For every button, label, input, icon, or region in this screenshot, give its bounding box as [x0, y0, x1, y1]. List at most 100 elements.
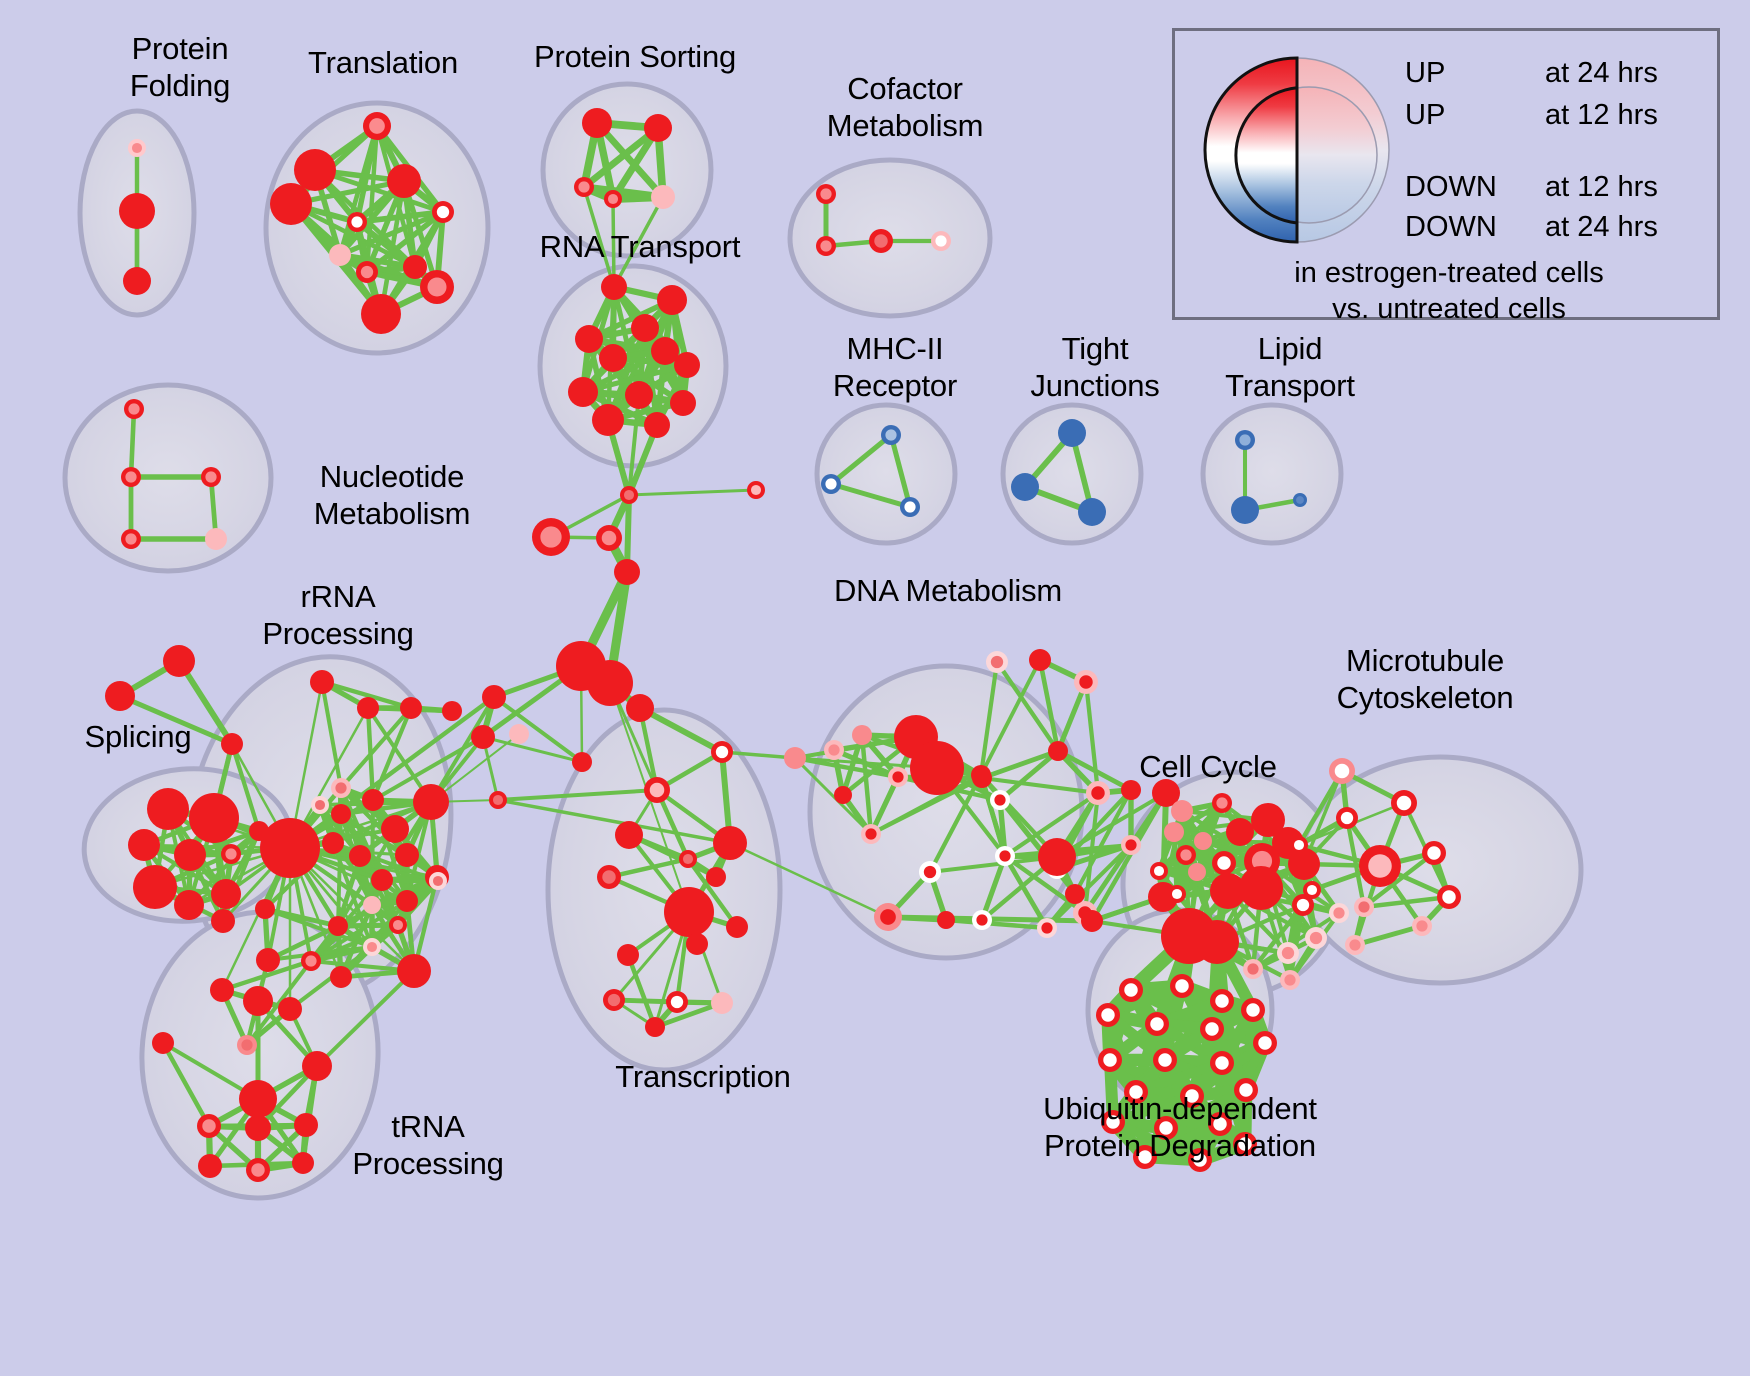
network-node[interactable]	[937, 911, 955, 929]
network-node[interactable]	[1200, 1017, 1224, 1041]
network-node[interactable]	[1226, 818, 1254, 846]
network-node[interactable]	[1078, 498, 1106, 526]
network-node[interactable]	[270, 183, 312, 225]
network-node[interactable]	[1359, 845, 1401, 887]
network-node[interactable]	[1329, 758, 1355, 784]
network-node[interactable]	[1336, 807, 1358, 829]
network-node[interactable]	[302, 1051, 332, 1081]
network-node[interactable]	[1292, 894, 1314, 916]
network-node[interactable]	[294, 1113, 318, 1137]
network-node[interactable]	[597, 865, 621, 889]
network-node[interactable]	[1290, 836, 1308, 854]
network-node[interactable]	[1153, 1048, 1177, 1072]
network-node[interactable]	[631, 314, 659, 342]
network-node[interactable]	[330, 966, 352, 988]
network-node[interactable]	[824, 740, 844, 760]
network-node[interactable]	[666, 991, 688, 1013]
network-node[interactable]	[260, 818, 320, 878]
network-node[interactable]	[147, 788, 189, 830]
network-node[interactable]	[331, 804, 351, 824]
network-node[interactable]	[1037, 918, 1057, 938]
network-node[interactable]	[1150, 862, 1168, 880]
network-node[interactable]	[603, 989, 625, 1011]
network-node[interactable]	[221, 733, 243, 755]
network-node[interactable]	[574, 177, 594, 197]
network-node[interactable]	[1096, 1003, 1120, 1027]
network-node[interactable]	[1195, 920, 1239, 964]
network-node[interactable]	[900, 497, 920, 517]
network-node[interactable]	[1233, 1132, 1257, 1156]
network-node[interactable]	[651, 185, 675, 209]
network-node[interactable]	[1288, 848, 1320, 880]
network-node[interactable]	[592, 404, 624, 436]
network-node[interactable]	[1011, 473, 1039, 501]
network-node[interactable]	[1164, 822, 1184, 842]
network-node[interactable]	[1168, 885, 1186, 903]
network-node[interactable]	[105, 681, 135, 711]
network-node[interactable]	[210, 978, 234, 1002]
network-node[interactable]	[432, 201, 454, 223]
network-node[interactable]	[713, 826, 747, 860]
network-node[interactable]	[1253, 1031, 1277, 1055]
network-node[interactable]	[442, 701, 462, 721]
network-node[interactable]	[245, 1115, 271, 1141]
network-node[interactable]	[869, 229, 893, 253]
network-node[interactable]	[1210, 1051, 1234, 1075]
network-node[interactable]	[396, 890, 418, 912]
network-node[interactable]	[1391, 790, 1417, 816]
network-node[interactable]	[615, 821, 643, 849]
network-node[interactable]	[614, 559, 640, 585]
network-node[interactable]	[1212, 851, 1236, 875]
network-node[interactable]	[174, 890, 204, 920]
network-node[interactable]	[429, 872, 447, 890]
network-node[interactable]	[329, 244, 351, 266]
network-node[interactable]	[706, 867, 726, 887]
network-node[interactable]	[310, 670, 334, 694]
network-node[interactable]	[133, 865, 177, 909]
network-node[interactable]	[986, 651, 1008, 673]
network-node[interactable]	[711, 741, 733, 763]
network-node[interactable]	[784, 747, 806, 769]
network-node[interactable]	[489, 791, 507, 809]
network-node[interactable]	[1121, 780, 1141, 800]
network-node[interactable]	[1234, 1078, 1258, 1102]
network-node[interactable]	[620, 486, 638, 504]
network-node[interactable]	[331, 778, 351, 798]
network-node[interactable]	[1152, 779, 1180, 807]
network-node[interactable]	[322, 832, 344, 854]
network-node[interactable]	[397, 954, 431, 988]
network-node[interactable]	[395, 843, 419, 867]
network-node[interactable]	[163, 645, 195, 677]
network-node[interactable]	[679, 850, 697, 868]
network-node[interactable]	[1329, 903, 1349, 923]
network-node[interactable]	[1239, 866, 1283, 910]
network-node[interactable]	[1251, 803, 1285, 837]
network-node[interactable]	[413, 784, 449, 820]
network-node[interactable]	[568, 377, 598, 407]
network-node[interactable]	[152, 1032, 174, 1054]
network-node[interactable]	[1231, 496, 1259, 524]
network-node[interactable]	[400, 697, 422, 719]
network-node[interactable]	[256, 948, 280, 972]
network-node[interactable]	[237, 1035, 257, 1055]
network-node[interactable]	[1133, 1145, 1157, 1169]
network-node[interactable]	[1354, 897, 1374, 917]
network-node[interactable]	[1171, 800, 1193, 822]
network-node[interactable]	[328, 916, 348, 936]
network-node[interactable]	[123, 267, 151, 295]
network-node[interactable]	[1098, 1048, 1122, 1072]
network-node[interactable]	[205, 528, 227, 550]
network-node[interactable]	[1210, 873, 1246, 909]
network-node[interactable]	[1058, 419, 1086, 447]
network-node[interactable]	[1303, 881, 1321, 899]
network-node[interactable]	[128, 139, 146, 157]
network-node[interactable]	[509, 724, 529, 744]
network-node[interactable]	[381, 815, 409, 843]
network-node[interactable]	[1305, 927, 1327, 949]
network-node[interactable]	[919, 861, 941, 883]
network-node[interactable]	[221, 844, 241, 864]
network-node[interactable]	[626, 694, 654, 722]
network-node[interactable]	[201, 467, 221, 487]
network-node[interactable]	[119, 193, 155, 229]
network-node[interactable]	[1124, 1080, 1148, 1104]
